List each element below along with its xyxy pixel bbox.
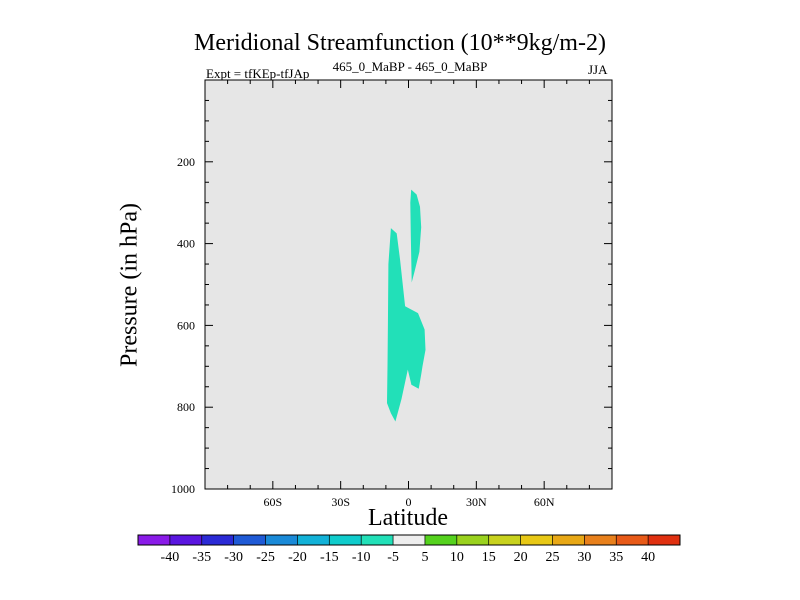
colorbar-swatch xyxy=(265,535,298,545)
colorbar-swatch xyxy=(361,535,394,545)
x-axis-label: Latitude xyxy=(368,505,448,531)
experiment-subtitle: Expt = tfKEp-tfJAp xyxy=(206,66,310,81)
colorbar-swatch xyxy=(552,535,585,545)
y-tick-label: 200 xyxy=(177,155,195,169)
colorbar-label: 10 xyxy=(450,550,464,565)
colorbar-label: -5 xyxy=(387,550,399,565)
contour-region-2 xyxy=(410,189,422,283)
colorbar-swatch xyxy=(648,535,681,545)
colorbar-swatch xyxy=(138,535,171,545)
colorbar-label: 30 xyxy=(577,550,591,565)
colorbar-swatch xyxy=(456,535,489,545)
plot-area xyxy=(205,80,612,489)
colorbar-label: 25 xyxy=(545,550,559,565)
colorbar-swatch xyxy=(424,535,458,545)
colorbar-frame xyxy=(137,534,681,546)
y-tick-label: 800 xyxy=(177,400,195,414)
x-tick-label: 30N xyxy=(466,495,487,509)
colorbar-label: -25 xyxy=(256,550,275,565)
colorbar: -40 -35 -30 -25 -20 -15 -10 -5 5 10 15 20 25 30 35 40 xyxy=(137,534,681,565)
colorbar-label: -40 xyxy=(161,550,180,565)
colorbar-label: 15 xyxy=(482,550,496,565)
colorbar-swatch xyxy=(201,535,234,545)
colorbar-label: 35 xyxy=(609,550,623,565)
colorbar-label: 40 xyxy=(641,550,655,565)
colorbar-swatch xyxy=(233,535,266,545)
colorbar-label: 5 xyxy=(421,550,428,565)
colorbar-swatch xyxy=(393,535,426,545)
colorbar-label: -10 xyxy=(352,550,371,565)
y-tick-label: 600 xyxy=(177,318,195,332)
contour-region-1 xyxy=(387,228,426,422)
colorbar-label: -15 xyxy=(320,550,339,565)
chart-title: Meridional Streamfunction (10**9kg/m-2) xyxy=(194,30,606,56)
season-subtitle: JJA xyxy=(588,62,608,77)
colorbar-swatch xyxy=(329,535,362,545)
colorbar-label: -35 xyxy=(192,550,211,565)
colorbar-label: -30 xyxy=(224,550,243,565)
y-tick-label: 1000 xyxy=(171,482,195,496)
colorbar-label: -20 xyxy=(288,550,307,565)
comparison-subtitle: 465_0_MaBP - 465_0_MaBP xyxy=(332,59,488,74)
colorbar-swatch xyxy=(520,535,553,545)
x-tick-label: 60S xyxy=(263,495,282,509)
colorbar-swatch xyxy=(488,535,521,545)
colorbar-label: 20 xyxy=(514,550,528,565)
colorbar-swatch xyxy=(616,535,649,545)
colorbar-swatch xyxy=(584,535,617,545)
contour-regions xyxy=(387,189,426,422)
x-tick-label: 0 xyxy=(406,495,412,509)
y-tick-label: 400 xyxy=(177,237,195,251)
colorbar-swatch xyxy=(297,535,330,545)
axis-ticks: 200 400 600 800 1000 60S 30S 0 30N 60N xyxy=(171,80,612,509)
x-tick-label: 30S xyxy=(331,495,350,509)
colorbar-swatch xyxy=(169,535,203,545)
x-tick-label: 60N xyxy=(534,495,555,509)
